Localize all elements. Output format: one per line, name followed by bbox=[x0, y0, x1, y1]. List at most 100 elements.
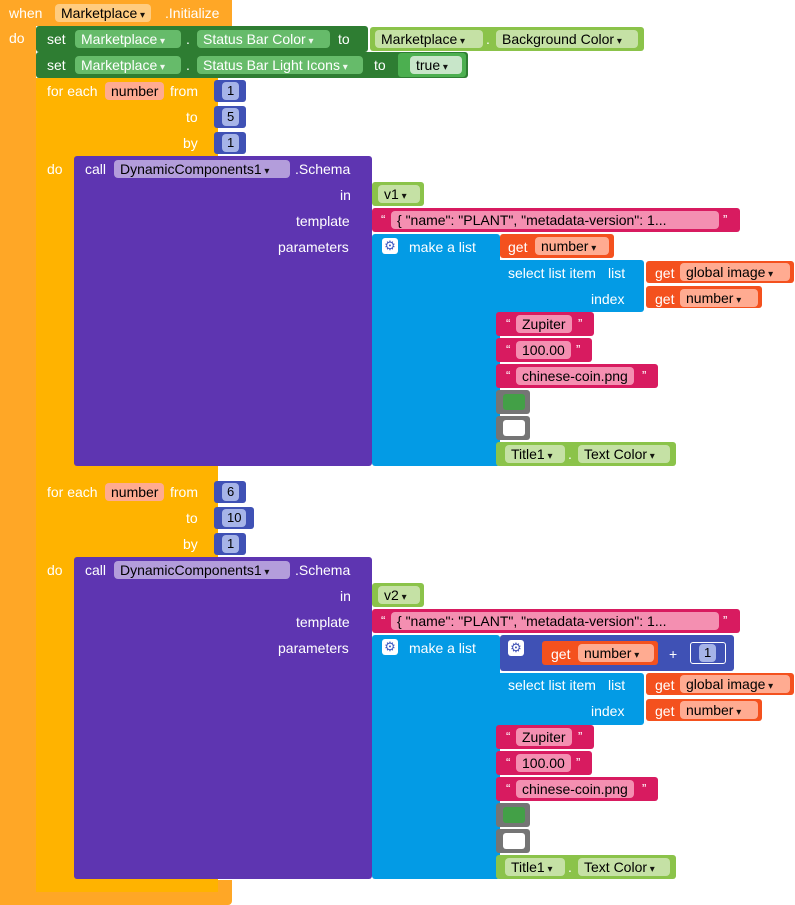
string-price-field[interactable]: 100.00 bbox=[516, 341, 571, 359]
set-keyword-2: set bbox=[47, 57, 66, 73]
open-quote-icon: “ bbox=[506, 368, 511, 383]
loop-variable-field[interactable]: number bbox=[105, 82, 165, 100]
true-dropdown[interactable]: true bbox=[410, 56, 462, 74]
green-swatch-2[interactable] bbox=[503, 807, 525, 823]
to-keyword-2: to bbox=[374, 57, 386, 73]
set-property-dropdown[interactable]: Status Bar Color bbox=[197, 30, 330, 48]
select-list-item-label: select list item bbox=[508, 265, 596, 281]
set-property-dropdown-2[interactable]: Status Bar Light Icons bbox=[197, 56, 363, 74]
get-keyword-2: get bbox=[655, 265, 675, 281]
in-component-dropdown-2[interactable]: v2 bbox=[378, 586, 420, 604]
getter-property-dropdown[interactable]: Background Color bbox=[496, 30, 638, 48]
template-label-2: template bbox=[296, 614, 350, 630]
string-image-field[interactable]: chinese-coin.png bbox=[516, 367, 634, 385]
from-number[interactable]: 1 bbox=[222, 82, 240, 100]
title-dot-2: . bbox=[568, 859, 572, 875]
by-number-2[interactable]: 1 bbox=[222, 535, 240, 553]
select-list-item-block-2[interactable] bbox=[496, 673, 644, 725]
list-label: list bbox=[608, 265, 626, 281]
call-schema-block-2[interactable] bbox=[74, 557, 372, 879]
from-number-2[interactable]: 6 bbox=[222, 483, 240, 501]
white-swatch[interactable] bbox=[503, 420, 525, 436]
close-quote-icon: ” bbox=[578, 316, 583, 331]
getter-component-dropdown[interactable]: Marketplace bbox=[375, 30, 483, 48]
title-property-dropdown-2[interactable]: Text Color bbox=[578, 858, 670, 876]
white-swatch-2[interactable] bbox=[503, 833, 525, 849]
title-component-dropdown-2[interactable]: Title1 bbox=[505, 858, 565, 876]
close-quote-icon: ” bbox=[576, 755, 581, 770]
title-property-dropdown[interactable]: Text Color bbox=[578, 445, 670, 463]
make-a-list-block-1[interactable] bbox=[372, 234, 500, 466]
get-variable-dropdown-2[interactable]: number bbox=[578, 644, 654, 662]
get-keyword-3: get bbox=[655, 291, 675, 307]
index-variable-dropdown[interactable]: number bbox=[680, 289, 758, 307]
call-component-dropdown[interactable]: DynamicComponents1 bbox=[114, 160, 290, 178]
title-component-dropdown[interactable]: Title1 bbox=[505, 445, 565, 463]
to-label: to bbox=[186, 109, 198, 125]
event-do-label: do bbox=[9, 30, 25, 46]
gear-icon[interactable]: ⚙ bbox=[382, 238, 398, 254]
template-text-field[interactable]: { "name": "PLANT", "metadata-version": 1… bbox=[391, 211, 719, 229]
get-keyword-4: get bbox=[551, 646, 571, 662]
for-each-label: for each bbox=[47, 83, 98, 99]
index-label: index bbox=[591, 291, 625, 307]
open-quote-icon: “ bbox=[506, 781, 511, 796]
open-quote-icon: “ bbox=[381, 613, 386, 628]
get-keyword: get bbox=[508, 239, 528, 255]
close-quote-icon: ” bbox=[642, 781, 647, 796]
index-variable-dropdown-2[interactable]: number bbox=[680, 701, 758, 719]
for-each-label-2: for each bbox=[47, 484, 98, 500]
close-quote-icon: ” bbox=[576, 342, 581, 357]
global-image-dropdown-2[interactable]: global image bbox=[680, 675, 790, 693]
select-list-item-block[interactable] bbox=[496, 260, 644, 312]
gear-icon[interactable]: ⚙ bbox=[508, 640, 524, 656]
to-number-2[interactable]: 10 bbox=[222, 509, 247, 527]
template-label: template bbox=[296, 213, 350, 229]
event-name-label: .Initialize bbox=[165, 5, 220, 21]
close-quote-icon: ” bbox=[723, 613, 728, 628]
title-dot: . bbox=[568, 446, 572, 462]
when-keyword: when bbox=[9, 5, 43, 21]
in-label-2: in bbox=[340, 588, 351, 604]
parameters-label: parameters bbox=[278, 239, 349, 255]
template-text-field-2[interactable]: { "name": "PLANT", "metadata-version": 1… bbox=[391, 612, 719, 630]
index-label-2: index bbox=[591, 703, 625, 719]
get-keyword-6: get bbox=[655, 703, 675, 719]
close-quote-icon: ” bbox=[723, 212, 728, 227]
to-number[interactable]: 5 bbox=[222, 108, 240, 126]
make-list-label-2: make a list bbox=[409, 640, 476, 656]
plus-number[interactable]: 1 bbox=[699, 644, 717, 662]
string-zupiter-field[interactable]: Zupiter bbox=[516, 315, 572, 333]
string-price-field-2[interactable]: 100.00 bbox=[516, 754, 571, 772]
by-label: by bbox=[183, 135, 198, 151]
set-component-dropdown-2[interactable]: Marketplace bbox=[75, 56, 181, 74]
string-image-field-2[interactable]: chinese-coin.png bbox=[516, 780, 634, 798]
in-component-dropdown[interactable]: v1 bbox=[378, 185, 420, 203]
open-quote-icon: “ bbox=[506, 729, 511, 744]
call-schema-block-1[interactable] bbox=[74, 156, 372, 466]
event-component-dropdown[interactable]: Marketplace bbox=[55, 4, 152, 22]
open-quote-icon: “ bbox=[506, 342, 511, 357]
by-number[interactable]: 1 bbox=[222, 134, 240, 152]
get-variable-dropdown[interactable]: number bbox=[535, 237, 609, 255]
to-keyword: to bbox=[338, 31, 350, 47]
getter-dot-label: . bbox=[486, 31, 490, 47]
set-keyword: set bbox=[47, 31, 66, 47]
set-component-dropdown[interactable]: Marketplace bbox=[75, 30, 181, 48]
from-label-2: from bbox=[170, 484, 198, 500]
global-image-dropdown[interactable]: global image bbox=[680, 263, 790, 281]
method-label-2: .Schema bbox=[295, 562, 351, 578]
list-label-2: list bbox=[608, 677, 626, 693]
select-list-item-label-2: select list item bbox=[508, 677, 596, 693]
open-quote-icon: “ bbox=[506, 755, 511, 770]
green-swatch[interactable] bbox=[503, 394, 525, 410]
loop-variable-field-2[interactable]: number bbox=[105, 483, 165, 501]
loop1-bottom-bar bbox=[36, 466, 218, 480]
gear-icon[interactable]: ⚙ bbox=[382, 639, 398, 655]
dot-label: . bbox=[186, 31, 190, 47]
get-keyword-5: get bbox=[655, 677, 675, 693]
make-a-list-block-2[interactable] bbox=[372, 635, 500, 879]
loop2-bottom-bar bbox=[36, 880, 218, 892]
call-component-dropdown-2[interactable]: DynamicComponents1 bbox=[114, 561, 290, 579]
string-zupiter-field-2[interactable]: Zupiter bbox=[516, 728, 572, 746]
